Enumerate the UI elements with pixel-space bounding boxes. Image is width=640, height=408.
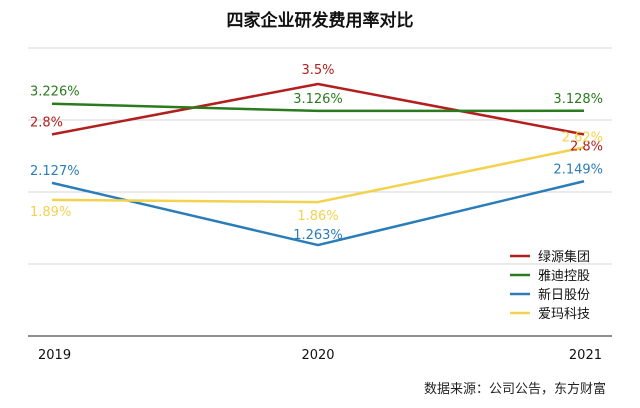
series-line-爱玛科技 bbox=[51, 146, 585, 204]
legend-label: 雅迪控股 bbox=[538, 269, 590, 284]
chart-title: 四家企业研发费用率对比 bbox=[226, 11, 414, 31]
data-label: 1.89% bbox=[30, 205, 71, 220]
data-label: 1.86% bbox=[297, 209, 338, 224]
legend-label: 绿源集团 bbox=[538, 249, 590, 265]
data-label: 2.149% bbox=[553, 162, 603, 177]
data-label: 2.127% bbox=[30, 164, 80, 179]
data-label: 3.226% bbox=[30, 85, 80, 100]
legend-label: 爱玛科技 bbox=[538, 307, 590, 322]
x-tick-label: 2019 bbox=[38, 348, 71, 363]
data-label: 1.263% bbox=[293, 228, 343, 243]
x-tick-label: 2020 bbox=[301, 348, 334, 363]
data-label: 2.8% bbox=[30, 115, 63, 130]
data-label: 2.8% bbox=[570, 139, 603, 154]
data-label: 3.128% bbox=[553, 92, 603, 107]
x-tick-label: 2021 bbox=[569, 348, 602, 363]
data-label: 2.62% bbox=[562, 130, 603, 145]
data-label: 3.5% bbox=[301, 63, 334, 78]
source-note: 数据来源：公司公告，东方财富 bbox=[423, 382, 606, 397]
data-label: 3.126% bbox=[293, 92, 343, 107]
legend-label: 新日股份 bbox=[538, 287, 590, 303]
